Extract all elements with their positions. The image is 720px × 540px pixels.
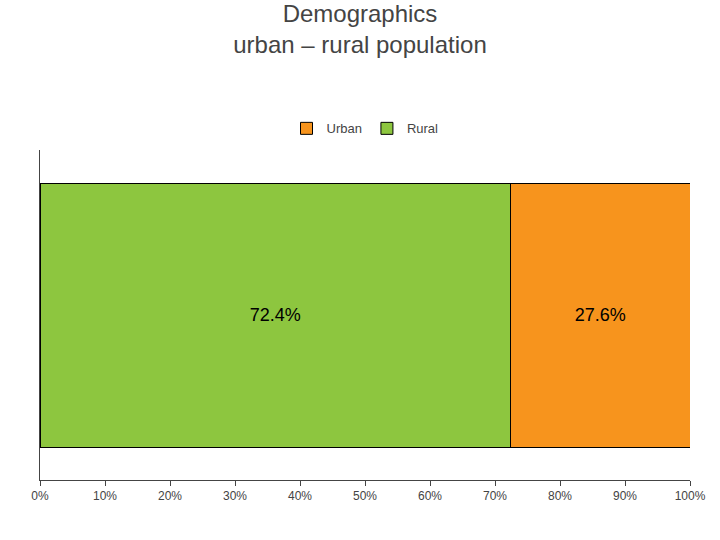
- svg-text:0%: 0%: [31, 489, 49, 503]
- svg-text:10%: 10%: [93, 489, 117, 503]
- svg-text:30%: 30%: [223, 489, 247, 503]
- svg-text:100%: 100%: [675, 489, 706, 503]
- svg-text:Demographicsurban – rural popu: Demographicsurban – rural population: [233, 0, 487, 58]
- svg-text:40%: 40%: [288, 489, 312, 503]
- svg-text:50%: 50%: [353, 489, 377, 503]
- svg-text:Rural: Rural: [407, 121, 438, 136]
- svg-text:70%: 70%: [483, 489, 507, 503]
- svg-text:72.4%: 72.4%: [250, 305, 301, 325]
- svg-text:80%: 80%: [548, 489, 572, 503]
- svg-text:60%: 60%: [418, 489, 442, 503]
- svg-text:27.6%: 27.6%: [575, 305, 626, 325]
- svg-text:90%: 90%: [613, 489, 637, 503]
- svg-text:20%: 20%: [158, 489, 182, 503]
- svg-text:Urban: Urban: [327, 121, 362, 136]
